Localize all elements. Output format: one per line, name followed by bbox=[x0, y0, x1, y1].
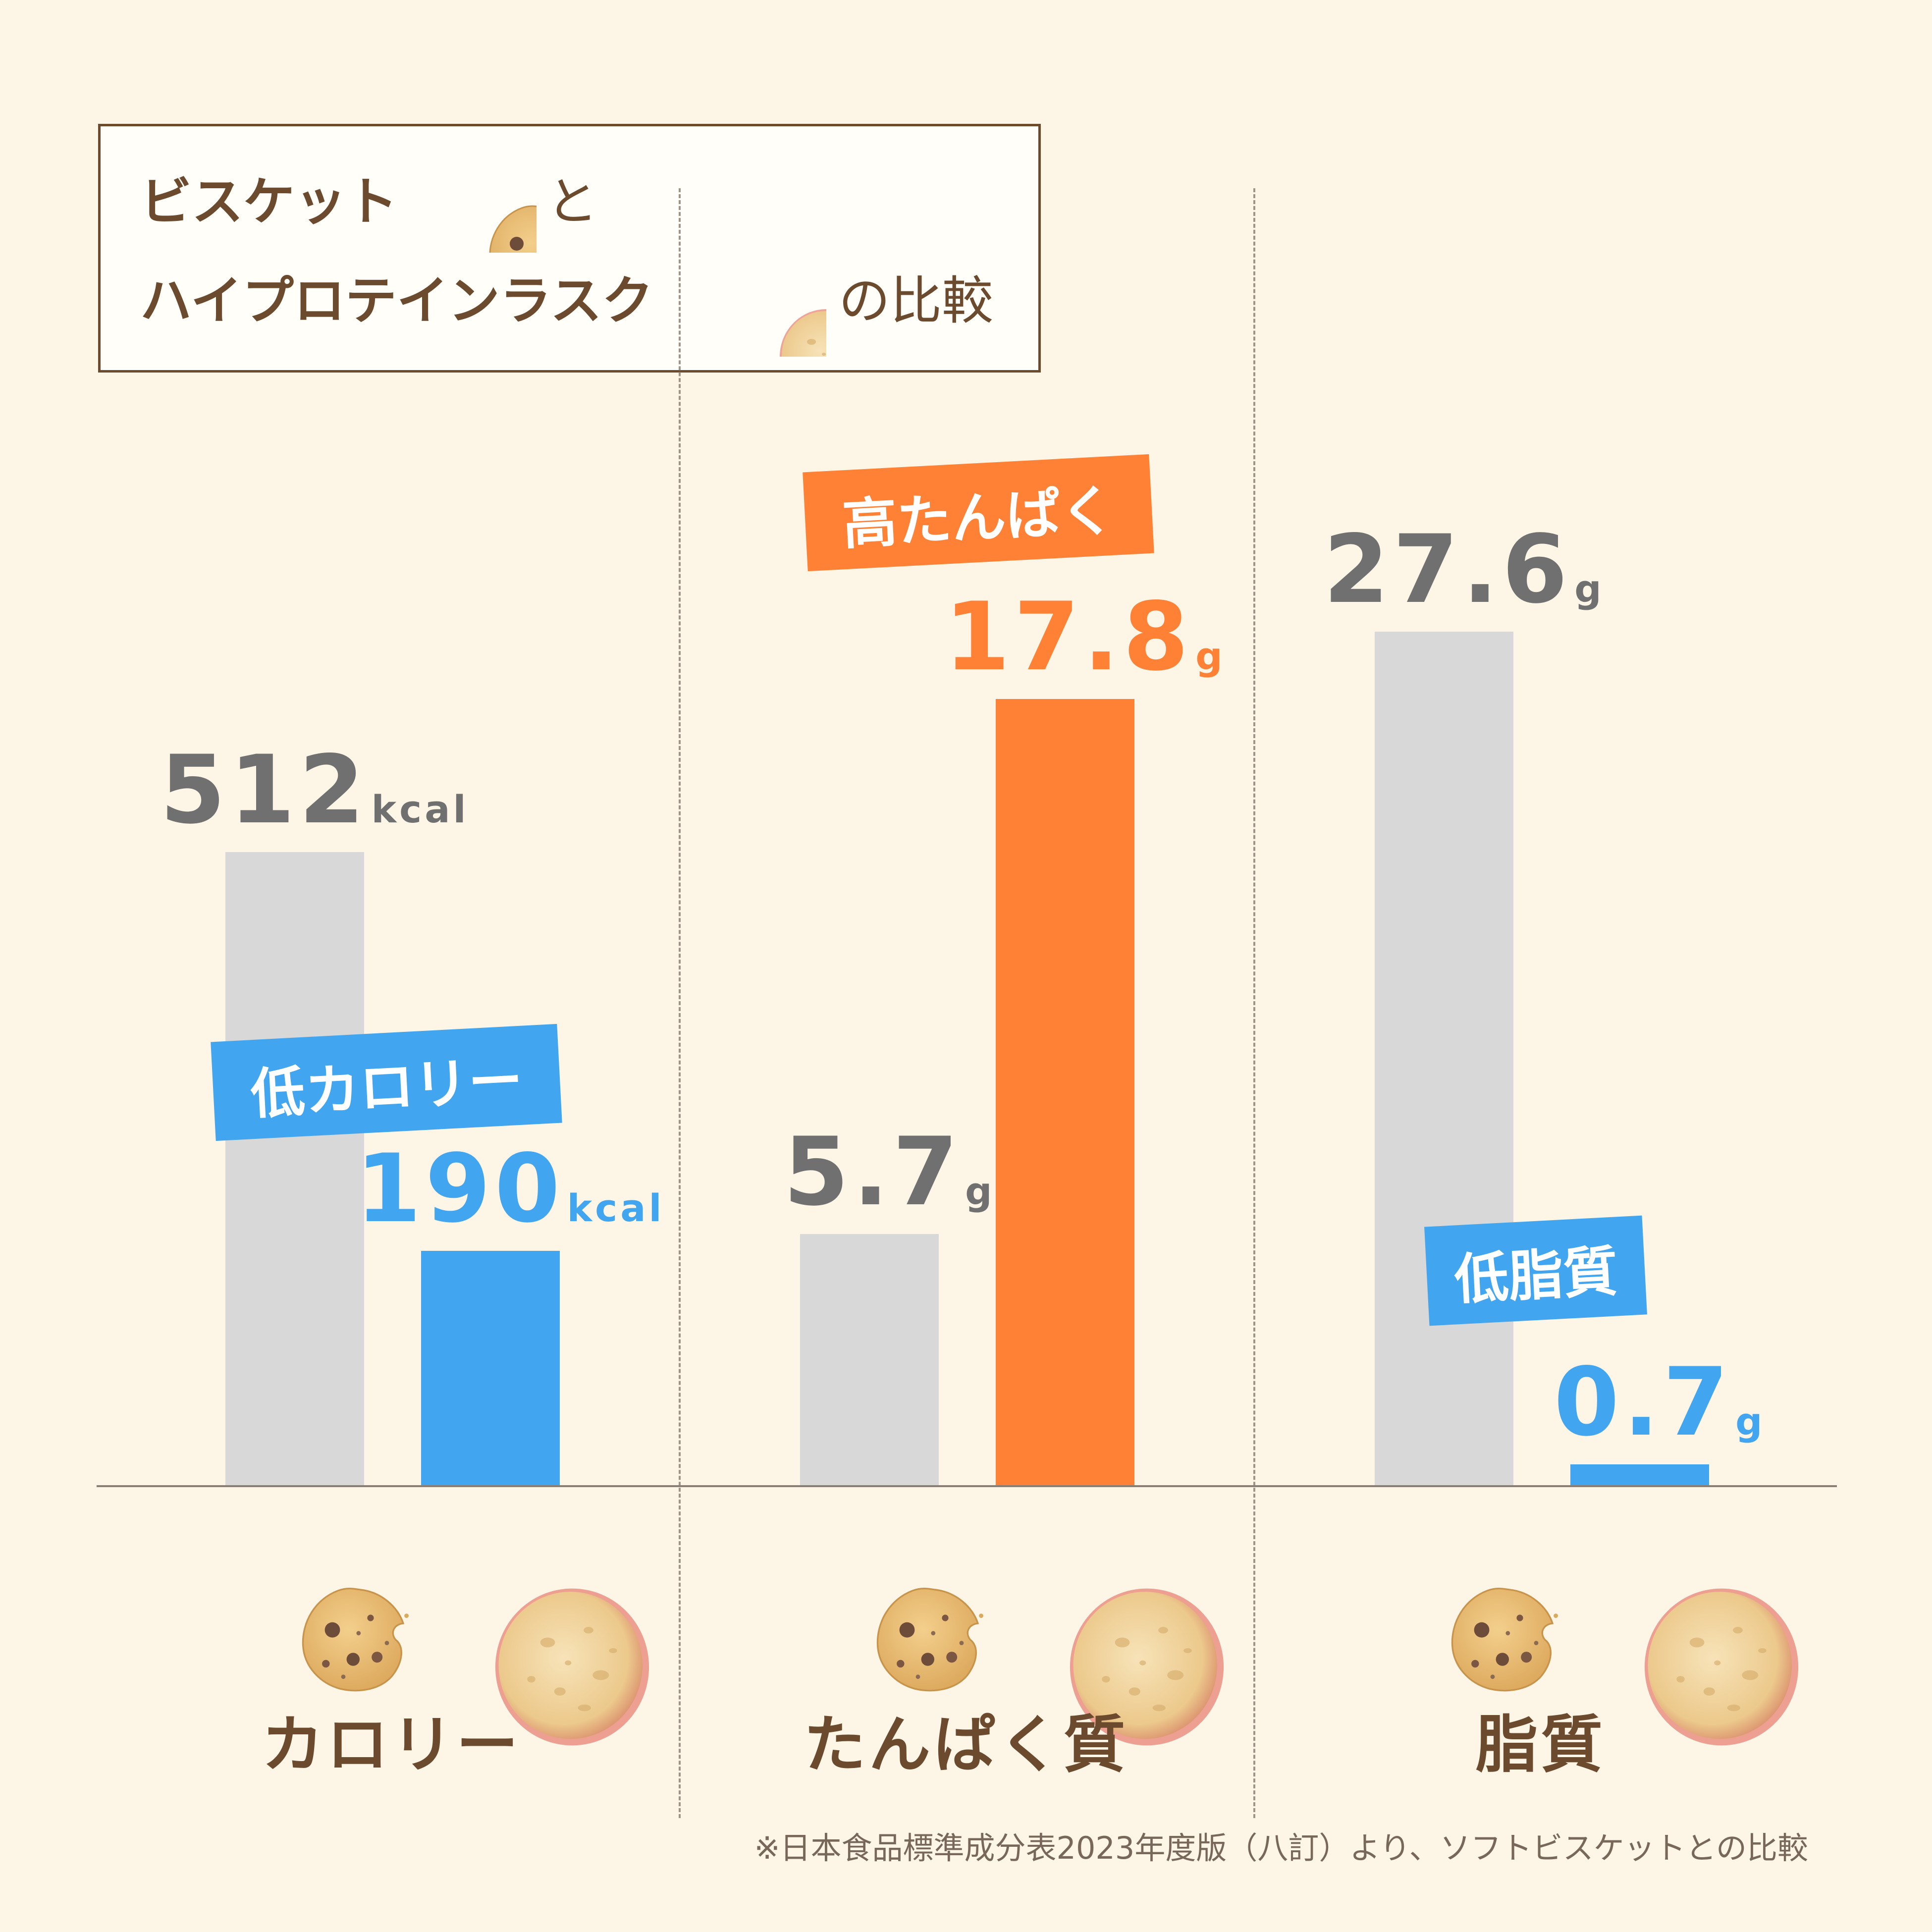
rusk-icon-fat bbox=[1558, 1503, 1721, 1667]
rusk-icon bbox=[727, 258, 826, 357]
cookie-icon-fat bbox=[1395, 1531, 1503, 1640]
rusk-icon-calorie bbox=[409, 1503, 572, 1667]
category-label-calorie: カロリー bbox=[262, 1709, 521, 1781]
value-label-rusk-fat-unit: g bbox=[1735, 1399, 1766, 1444]
value-label-rusk-fat: 0.7g bbox=[1554, 1355, 1766, 1449]
badge-protein: 高たんぱく bbox=[803, 454, 1154, 572]
value-label-biscuit-fat: 27.6g bbox=[1324, 523, 1605, 617]
category-label-fat: 脂質 bbox=[1476, 1709, 1606, 1781]
value-label-biscuit-fat-number: 27.6 bbox=[1323, 515, 1572, 624]
badge-fat: 低脂質 bbox=[1424, 1215, 1647, 1326]
badge-calorie: 低カロリー bbox=[211, 1023, 562, 1141]
value-label-rusk-protein-unit: g bbox=[1195, 634, 1226, 678]
x-axis-baseline bbox=[97, 1485, 1837, 1487]
rusk-icon-protein bbox=[983, 1503, 1147, 1667]
title-line-2-tail: の比較 bbox=[839, 275, 993, 326]
value-label-rusk-protein-number: 17.8 bbox=[944, 582, 1193, 692]
title-biscuit-text: ビスケット bbox=[140, 171, 398, 232]
bar-rusk-fat bbox=[1570, 1464, 1709, 1486]
title-line-1: ビスケット bbox=[140, 176, 398, 227]
value-label-biscuit-fat-unit: g bbox=[1574, 567, 1605, 611]
title-line-2: ハイプロテインラスク bbox=[140, 275, 653, 326]
value-label-rusk-protein: 17.8g bbox=[945, 590, 1226, 684]
title-line-1-tail: と bbox=[546, 176, 598, 227]
cookie-icon-calorie bbox=[245, 1531, 354, 1640]
footnote: ※日本食品標準成分表2023年度版（八訂）より、ソフトビスケットとの比較 bbox=[754, 1830, 1808, 1866]
section-divider-1 bbox=[679, 188, 681, 1818]
bar-biscuit-calorie bbox=[225, 852, 364, 1486]
bar-rusk-calorie bbox=[421, 1251, 560, 1486]
value-label-biscuit-calorie-number: 512 bbox=[160, 735, 369, 845]
bar-biscuit-fat bbox=[1375, 632, 1513, 1486]
title-to-text: と bbox=[546, 171, 598, 232]
cookie-icon bbox=[437, 154, 537, 253]
value-label-biscuit-protein-number: 5.7 bbox=[783, 1117, 963, 1227]
value-label-biscuit-protein-unit: g bbox=[965, 1169, 995, 1214]
value-label-biscuit-protein: 5.7g bbox=[784, 1125, 995, 1219]
title-rusk-text: ハイプロテインラスク bbox=[140, 270, 653, 331]
title-box: ビスケット と ハイプロテインラスク の比較 bbox=[98, 124, 1041, 373]
value-label-rusk-calorie: 190kcal bbox=[356, 1142, 665, 1236]
value-label-biscuit-calorie-unit: kcal bbox=[371, 787, 469, 831]
bar-biscuit-protein bbox=[800, 1234, 939, 1486]
title-comparison-text: の比較 bbox=[839, 270, 994, 331]
bar-rusk-protein bbox=[996, 698, 1134, 1486]
category-label-protein: たんぱく質 bbox=[804, 1709, 1128, 1781]
value-label-biscuit-calorie: 512kcal bbox=[160, 743, 469, 837]
value-label-rusk-calorie-unit: kcal bbox=[567, 1186, 665, 1230]
value-label-rusk-calorie-number: 190 bbox=[356, 1134, 564, 1243]
cookie-icon-protein bbox=[820, 1531, 929, 1640]
section-divider-2 bbox=[1253, 188, 1255, 1818]
value-label-rusk-fat-number: 0.7 bbox=[1554, 1347, 1733, 1457]
